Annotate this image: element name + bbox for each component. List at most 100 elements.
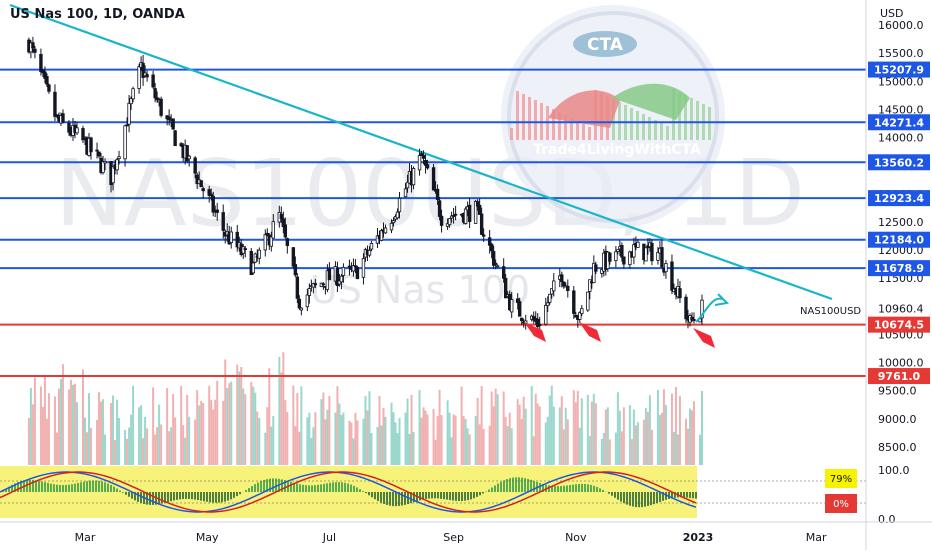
- logo-bar-icon: [534, 100, 537, 140]
- volume-bar: [222, 401, 224, 465]
- volume-bar: [322, 392, 324, 465]
- candle-body: [132, 89, 135, 99]
- volume-bar: [483, 429, 485, 465]
- osc-histogram-bar: [452, 492, 454, 501]
- osc-histogram-bar: [497, 484, 499, 492]
- volume-bar: [336, 386, 338, 465]
- osc-histogram-bar: [200, 492, 202, 501]
- candle-body: [156, 98, 159, 100]
- volume-bar: [701, 391, 703, 465]
- volume-bar: [689, 409, 691, 465]
- osc-histogram-bar: [41, 481, 43, 492]
- osc-histogram-bar: [386, 492, 388, 505]
- osc-histogram-bar: [71, 484, 73, 492]
- osc-histogram-bar: [104, 482, 106, 492]
- logo-bar-icon: [516, 91, 519, 140]
- volume-bar: [467, 428, 469, 465]
- volume-bar: [252, 387, 254, 465]
- osc-histogram-bar: [539, 483, 541, 492]
- candle-body: [308, 289, 311, 296]
- osc-histogram-bar: [77, 483, 79, 492]
- volume-bar: [441, 415, 443, 465]
- osc-histogram-bar: [470, 492, 472, 499]
- candle-body: [478, 205, 481, 214]
- candle-body: [671, 262, 674, 290]
- volume-bar: [100, 401, 102, 465]
- volume-bar: [202, 403, 204, 465]
- volume-bar: [591, 402, 593, 465]
- candle-body: [436, 189, 439, 199]
- oscillator-panel: 79%0%: [0, 466, 866, 518]
- candle-body: [595, 265, 598, 271]
- volume-bar: [631, 439, 633, 465]
- osc-histogram-bar: [308, 485, 310, 492]
- volume-bar: [563, 429, 565, 465]
- osc-histogram-bar: [521, 478, 523, 492]
- logo-bar-icon: [666, 126, 669, 140]
- volume-bar: [549, 396, 551, 465]
- candle-body: [538, 325, 541, 326]
- candle-body: [440, 216, 443, 225]
- level-badge-label: 13560.2: [874, 156, 924, 169]
- level-badge-label: 10674.5: [874, 319, 924, 332]
- candle-body: [292, 248, 295, 267]
- osc-histogram-bar: [113, 487, 115, 492]
- candle-body: [54, 92, 57, 116]
- volume-bar: [146, 428, 148, 465]
- candle-body: [384, 228, 387, 233]
- logo-bar-icon: [582, 124, 585, 140]
- volume-bar: [184, 438, 186, 465]
- osc-histogram-bar: [290, 482, 292, 492]
- time-tick-label: 2023: [683, 531, 714, 544]
- osc-histogram-bar: [503, 480, 505, 492]
- candle-body: [322, 284, 325, 285]
- candle-body: [422, 156, 425, 159]
- volume-bar: [405, 413, 407, 465]
- volume-bar: [679, 396, 681, 465]
- osc-histogram-bar: [602, 490, 604, 492]
- osc-histogram-bar: [38, 481, 40, 492]
- osc-histogram-bar: [296, 484, 298, 492]
- volume-bar: [280, 372, 282, 465]
- osc-histogram-bar: [512, 478, 514, 492]
- candle-body: [188, 156, 191, 159]
- osc-histogram-bar: [161, 492, 163, 504]
- symbol-label: NAS100USD: [800, 306, 861, 317]
- osc-histogram-bar: [686, 492, 688, 498]
- volume-bar: [226, 388, 228, 465]
- candle-body: [392, 221, 395, 223]
- volume-bar: [523, 397, 525, 465]
- volume-bar: [72, 385, 74, 465]
- volume-bar: [118, 418, 120, 465]
- osc-histogram-bar: [608, 492, 610, 494]
- volume-bar: [673, 432, 675, 465]
- volume-bar: [124, 430, 126, 465]
- candle-body: [368, 250, 371, 255]
- volume-bar: [629, 405, 631, 465]
- candle-body: [396, 212, 399, 218]
- volume-bar: [44, 375, 46, 465]
- volume-bar: [421, 418, 423, 465]
- osc-histogram-bar: [629, 492, 631, 506]
- osc-histogram-bar: [473, 492, 475, 498]
- volume-bar: [362, 419, 364, 465]
- logo-text: CTA: [587, 35, 624, 55]
- volume-bar: [112, 395, 114, 465]
- volume-bar: [581, 398, 583, 465]
- volume-bar: [324, 419, 326, 465]
- volume-bar: [427, 414, 429, 465]
- volume-bar: [376, 427, 378, 465]
- volume-bar: [32, 404, 34, 465]
- volume-bar: [567, 419, 569, 465]
- volume-bar: [623, 407, 625, 465]
- volume-bar: [334, 413, 336, 465]
- volume-bar: [250, 382, 252, 465]
- candle-body: [154, 89, 157, 98]
- volume-bar: [228, 383, 230, 465]
- candle-body: [566, 286, 569, 290]
- volume-bar: [320, 399, 322, 465]
- price-tick-label: 12500.0: [878, 216, 924, 229]
- volume-bar: [633, 409, 635, 465]
- price-tick-label: 10000.0: [878, 357, 924, 370]
